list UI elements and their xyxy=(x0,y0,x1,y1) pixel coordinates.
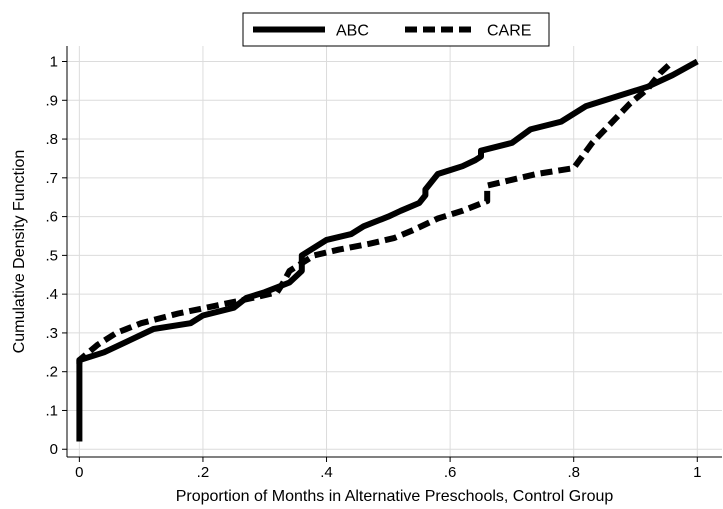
x-tick-label-5: 1 xyxy=(693,464,701,481)
legend-label-care: CARE xyxy=(487,23,531,40)
legend: ABC CARE xyxy=(242,12,550,47)
y-tick-label-8: .8 xyxy=(45,131,58,148)
y-tick-label-9: .9 xyxy=(45,92,58,109)
x-tick-label-4: .8 xyxy=(567,464,580,481)
x-tick-label-0: 0 xyxy=(75,464,83,481)
y-tick-label-4: .4 xyxy=(45,286,58,303)
axes-layer: 0 .2 .4 .6 .8 1 0 .1 .2 .3 .4 .5 .6 .7 .8 .9 1 xyxy=(45,46,722,481)
y-tick-label-1: .1 xyxy=(45,402,58,419)
x-axis-title: Proportion of Months in Alternative Pres… xyxy=(176,488,614,505)
y-tick-label-3: .3 xyxy=(45,325,58,342)
series-care-line xyxy=(76,59,675,364)
series-layer xyxy=(76,58,699,442)
x-tick-label-1: .2 xyxy=(197,464,210,481)
y-axis-title: Cumulative Density Function xyxy=(11,150,28,354)
y-tick-label-2: .2 xyxy=(45,364,58,381)
series-abc-line xyxy=(76,58,699,442)
y-tick-label-0: 0 xyxy=(50,441,58,458)
x-tick-label-2: .4 xyxy=(320,464,333,481)
y-tick-label-5: .5 xyxy=(45,247,58,264)
x-tick-label-3: .6 xyxy=(444,464,457,481)
y-tick-label-10: 1 xyxy=(50,54,58,71)
legend-label-abc: ABC xyxy=(336,23,369,40)
y-tick-label-7: .7 xyxy=(45,170,58,187)
y-tick-label-6: .6 xyxy=(45,209,58,226)
